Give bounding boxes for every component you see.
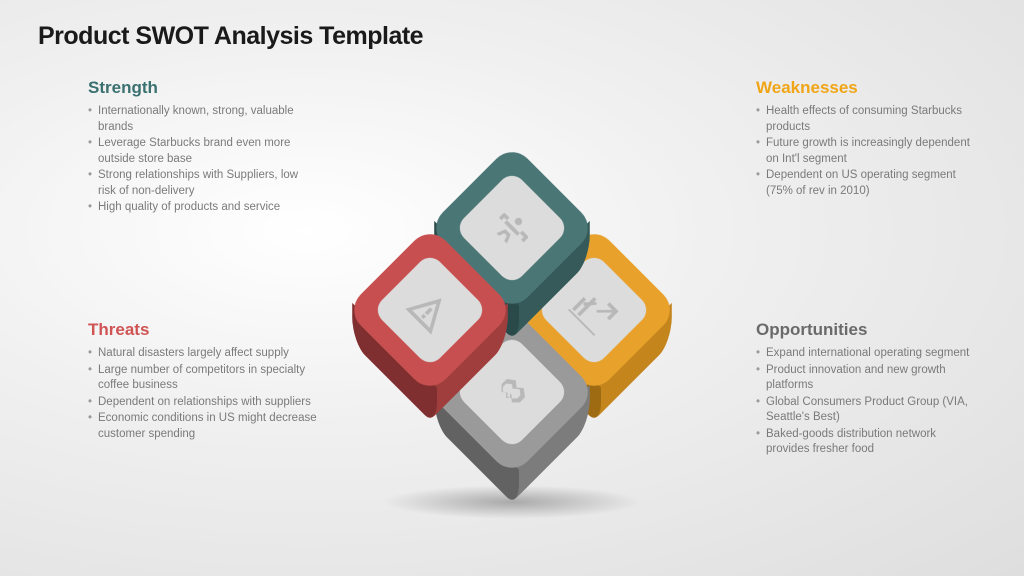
warning-icon (399, 279, 461, 341)
weaknesses-list: Health effects of consuming Starbucks pr… (756, 104, 976, 199)
opportunities-section: Opportunities Expand international opera… (756, 320, 976, 459)
list-item: Product innovation and new growth platfo… (756, 363, 976, 394)
list-item: Global Consumers Product Group (VIA, Sea… (756, 395, 976, 426)
list-item: Natural disasters largely affect supply (88, 346, 318, 362)
list-item: Health effects of consuming Starbucks pr… (756, 104, 976, 135)
list-item: Large number of competitors in specialty… (88, 363, 318, 394)
growth-icon (563, 279, 625, 341)
opportunities-heading: Opportunities (756, 320, 976, 340)
cube-inner (372, 252, 488, 368)
weaknesses-section: Weaknesses Health effects of consuming S… (756, 78, 976, 200)
list-item: Internationally known, strong, valuable … (88, 104, 318, 135)
weaknesses-heading: Weaknesses (756, 78, 976, 98)
list-item: Leverage Starbucks brand even more outsi… (88, 136, 318, 167)
threats-list: Natural disasters largely affect supply … (88, 346, 318, 442)
opportunities-list: Expand international operating segment P… (756, 346, 976, 458)
handshake-icon (481, 361, 543, 423)
list-item: Dependent on relationships with supplier… (88, 395, 318, 411)
strength-list: Internationally known, strong, valuable … (88, 104, 318, 216)
page-title: Product SWOT Analysis Template (38, 22, 423, 51)
strength-section: Strength Internationally known, strong, … (88, 78, 318, 217)
list-item: Baked-goods distribution network provide… (756, 427, 976, 458)
list-item: High quality of products and service (88, 200, 318, 216)
strength-heading: Strength (88, 78, 318, 98)
list-item: Economic conditions in US might decrease… (88, 411, 318, 442)
barbell-icon (481, 197, 543, 259)
threats-heading: Threats (88, 320, 318, 340)
list-item: Future growth is increasingly dependent … (756, 136, 976, 167)
list-item: Strong relationships with Suppliers, low… (88, 168, 318, 199)
list-item: Expand international operating segment (756, 346, 976, 362)
threats-section: Threats Natural disasters largely affect… (88, 320, 318, 443)
list-item: Dependent on US operating segment (75% o… (756, 168, 976, 199)
